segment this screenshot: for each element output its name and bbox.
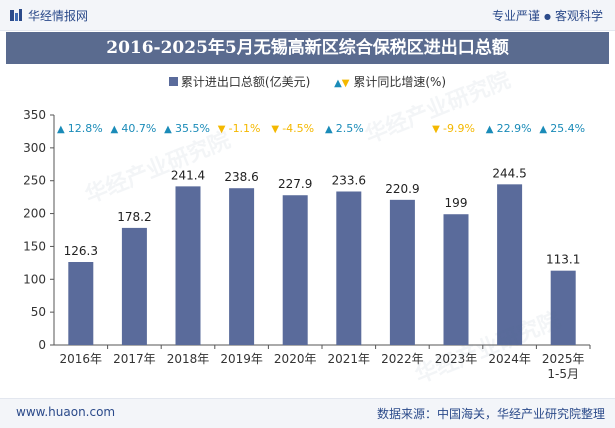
x-tick-label: 2016年: [60, 352, 103, 366]
x-tick-label: 2017年: [113, 352, 156, 366]
growth-up-icon: ▲: [57, 124, 65, 135]
legend-growth-label: 累计同比增速(%): [353, 75, 447, 89]
bar-value-label: 233.6: [332, 173, 366, 187]
growth-up-icon: ▲: [164, 124, 172, 135]
bar: [282, 195, 308, 345]
growth-label: 25.4%: [550, 122, 585, 135]
growth-up-icon: ▲: [539, 124, 547, 135]
bar: [175, 186, 201, 345]
x-tick-label: 2020年: [274, 352, 317, 366]
bar: [121, 227, 147, 345]
x-tick-label: 2018年: [167, 352, 210, 366]
x-tick-label: 1-5月: [547, 367, 579, 381]
y-tick-label: 200: [23, 207, 46, 221]
slogan: 专业严谨 ● 客观科学: [492, 7, 603, 24]
growth-label: 22.9%: [497, 122, 532, 135]
bar-value-label: 220.9: [385, 182, 419, 196]
bar-value-label: 244.5: [492, 166, 526, 180]
x-tick-label: 2022年: [381, 352, 424, 366]
bar-value-label: 113.1: [546, 253, 580, 267]
legend-bar-label: 累计进出口总额(亿美元): [180, 75, 311, 89]
growth-label: 12.8%: [68, 122, 103, 135]
y-tick-label: 0: [38, 338, 46, 352]
growth-label: 40.7%: [121, 122, 156, 135]
growth-up-icon: ▲: [486, 124, 494, 135]
slogan-right: 客观科学: [554, 9, 603, 23]
growth-label: 2.5%: [336, 122, 364, 135]
bar: [550, 270, 576, 345]
bar-value-label: 241.4: [171, 168, 205, 182]
growth-label: -1.1%: [229, 122, 261, 135]
growth-down-icon: ▼: [271, 124, 279, 135]
logo-icon: [10, 9, 22, 21]
footer-source: 数据来源：中国海关，华经产业研究院整理: [376, 407, 605, 421]
growth-label: 35.5%: [175, 122, 210, 135]
y-tick-label: 150: [23, 239, 46, 253]
x-tick-label: 2023年: [435, 352, 478, 366]
triangle-up-icon: ▲: [334, 78, 342, 89]
y-tick-label: 350: [23, 108, 46, 122]
triangle-down-icon: ▼: [341, 78, 350, 89]
footer-url: www.huaon.com: [16, 405, 116, 419]
bar: [229, 188, 255, 345]
slogan-dot: ●: [544, 12, 551, 21]
bar-value-label: 199: [445, 196, 468, 210]
y-tick-label: 50: [31, 305, 46, 319]
y-tick-label: 250: [23, 174, 46, 188]
bar-value-label: 126.3: [64, 244, 98, 258]
bar: [443, 214, 469, 345]
y-tick-label: 300: [23, 141, 46, 155]
chart-title: 2016-2025年5月无锡高新区综合保税区进出口总额: [6, 32, 609, 64]
x-tick-label: 2024年: [488, 352, 531, 366]
bar: [389, 199, 415, 345]
top-banner: 华经情报网 专业严谨 ● 客观科学: [0, 0, 615, 31]
growth-down-icon: ▼: [218, 124, 226, 135]
growth-label: -9.9%: [443, 122, 475, 135]
x-tick-label: 2019年: [220, 352, 263, 366]
legend-item-bars: 累计进出口总额(亿美元): [168, 73, 311, 90]
slogan-left: 专业严谨: [491, 9, 540, 23]
x-tick-label: 2021年: [328, 352, 371, 366]
x-tick-label: 2025年: [542, 352, 585, 366]
y-tick-label: 100: [23, 272, 46, 286]
growth-up-icon: ▲: [111, 124, 119, 135]
bar-value-label: 178.2: [117, 210, 151, 224]
growth-label: -4.5%: [282, 122, 314, 135]
brand-name: 华经情报网: [28, 9, 89, 23]
legend: 累计进出口总额(亿美元) ▲▼ 累计同比增速(%): [0, 73, 615, 91]
legend-bar-swatch: [168, 77, 178, 86]
footer-bar: www.huaon.com 数据来源：中国海关，华经产业研究院整理: [0, 398, 615, 428]
legend-item-growth: ▲▼ 累计同比增速(%): [334, 73, 446, 90]
growth-down-icon: ▼: [432, 124, 440, 135]
bar: [68, 262, 94, 345]
growth-up-icon: ▲: [325, 124, 333, 135]
bar: [336, 191, 362, 345]
bar-value-label: 227.9: [278, 177, 312, 191]
bar-value-label: 238.6: [224, 170, 258, 184]
bar: [497, 184, 523, 345]
